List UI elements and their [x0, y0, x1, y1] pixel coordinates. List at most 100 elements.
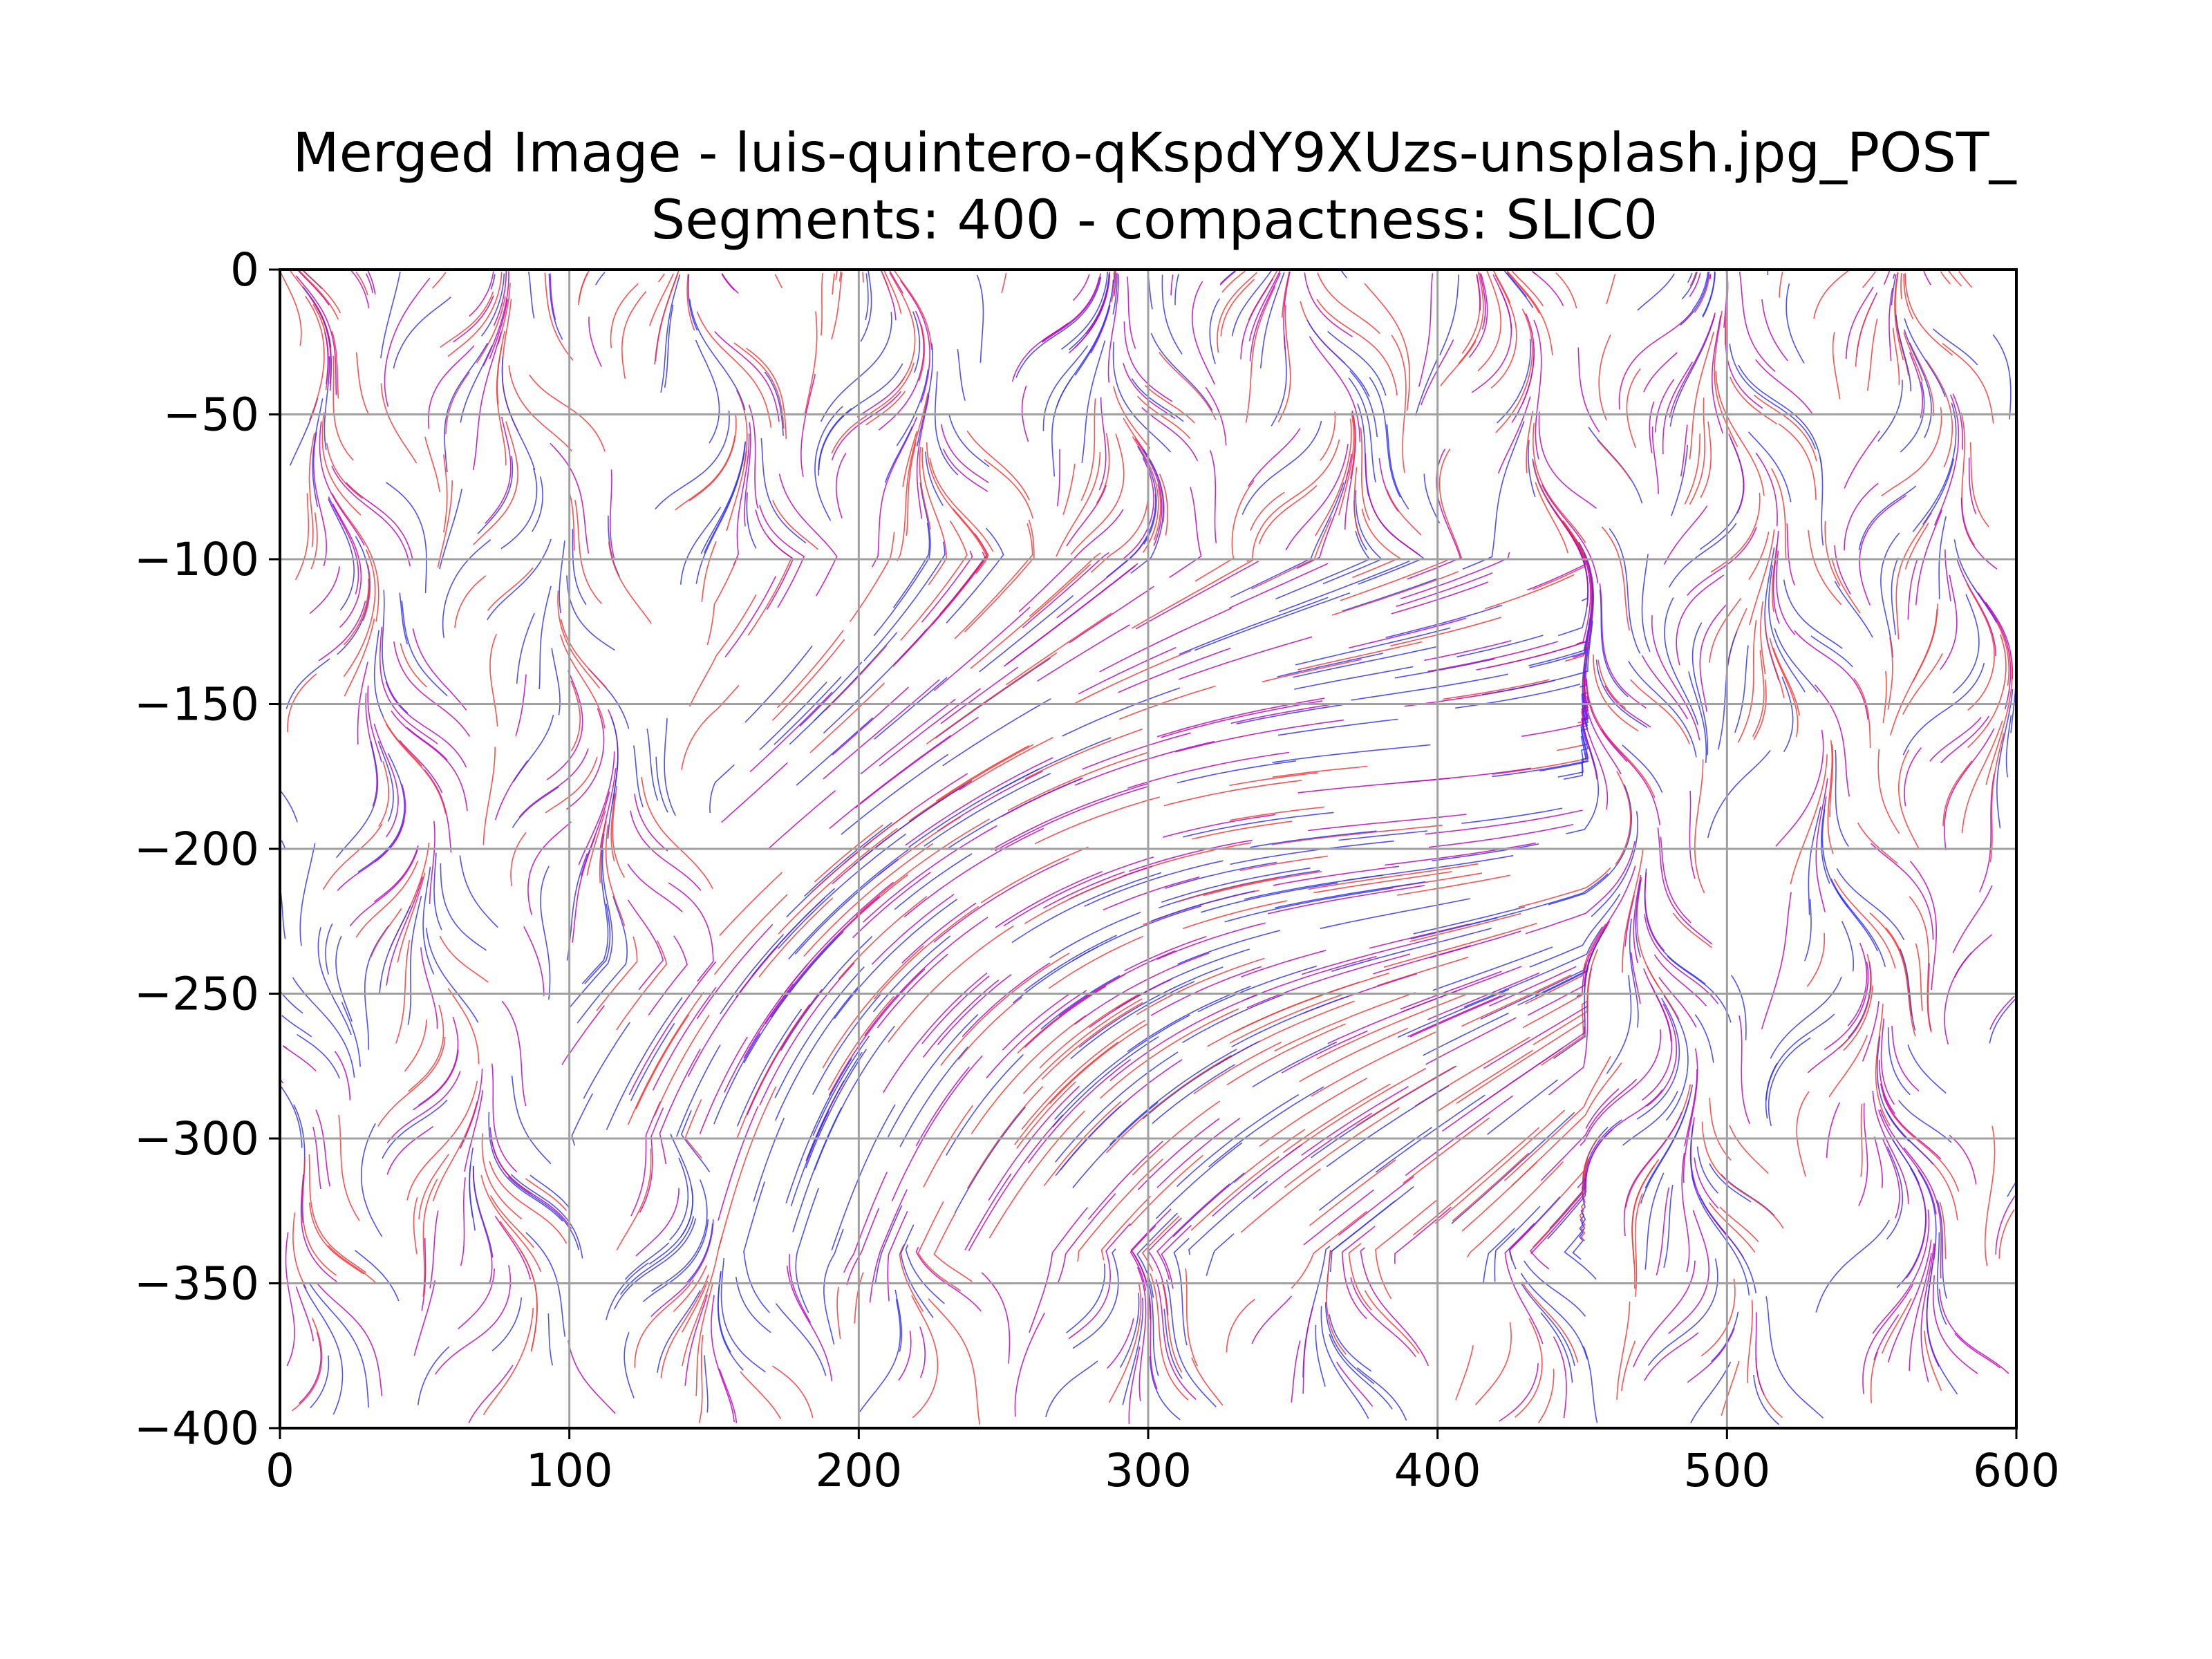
streamline-1150	[440, 863, 487, 951]
streamline-920	[627, 899, 664, 991]
streamline-785	[864, 917, 988, 1036]
streamline-207	[498, 283, 511, 345]
streamline-271	[1351, 673, 1508, 701]
streamline-705	[660, 1274, 709, 1378]
streamline-525	[635, 1014, 690, 1109]
streamline-290	[1378, 458, 1399, 512]
streamline-193	[335, 935, 353, 1022]
streamline-1152	[649, 273, 674, 326]
streamline-1157	[627, 863, 683, 912]
streamline-1384	[794, 859, 899, 955]
streamline-951	[1909, 342, 1934, 417]
streamline-542	[871, 416, 918, 568]
streamline-877	[651, 1179, 708, 1292]
streamline-1038	[988, 1110, 1085, 1239]
streamline-1057	[538, 585, 552, 690]
streamline-1191	[1080, 398, 1096, 501]
streamline-432	[641, 776, 713, 889]
streamline-526	[357, 753, 406, 873]
streamline-1212	[1234, 973, 1389, 1033]
streamline-1407	[1458, 271, 1484, 364]
streamline-87	[1100, 1008, 1239, 1099]
streamline-1190	[1641, 984, 1673, 1101]
streamline-485	[721, 273, 735, 291]
streamline-1006	[1106, 494, 1156, 579]
streamline-840	[1105, 1055, 1232, 1154]
streamline-1322	[1533, 319, 1542, 460]
streamline-1083	[1533, 1159, 1589, 1248]
streamline-1241	[1001, 778, 1082, 818]
streamline-930	[736, 1004, 811, 1138]
streamline-1268	[1644, 872, 1665, 952]
streamline-674	[921, 550, 973, 623]
streamline-799	[1061, 271, 1108, 350]
streamline-855	[911, 1295, 939, 1418]
streamline-148	[1529, 893, 1621, 968]
streamline-164	[550, 273, 556, 320]
streamline-1109	[1662, 362, 1694, 455]
streamline-1266	[1461, 974, 1572, 1027]
streamline-31	[872, 935, 951, 1013]
streamline-891	[1353, 467, 1362, 540]
streamline-1366	[1671, 444, 1689, 516]
streamline-856	[720, 934, 785, 1015]
streamline-1267	[1899, 948, 1916, 1031]
streamline-638	[755, 509, 794, 610]
streamline-414	[1440, 340, 1477, 386]
streamline-726	[655, 270, 679, 361]
streamline-1050	[302, 1156, 337, 1276]
streamline-1135	[818, 363, 903, 470]
streamline-1179	[888, 925, 1014, 1043]
streamline-137	[421, 1238, 427, 1311]
streamline-242	[714, 330, 780, 422]
streamline-662	[733, 433, 750, 566]
streamline-397	[1707, 750, 1771, 838]
streamline-1033	[433, 852, 442, 930]
streamline-301	[1208, 1086, 1324, 1168]
streamline-24	[431, 272, 447, 289]
streamline-548	[831, 391, 902, 460]
streamline-17	[1794, 630, 1869, 720]
streamline-415	[1694, 1014, 1714, 1063]
streamline-533	[1069, 585, 1154, 644]
streamline-869	[1580, 1029, 1662, 1146]
streamline-969	[688, 414, 737, 502]
streamline-316	[669, 1157, 689, 1241]
streamline-771	[957, 996, 1022, 1060]
streamline-195	[1159, 352, 1217, 420]
streamline-1104	[854, 1272, 864, 1324]
streamline-480	[758, 897, 834, 977]
streamline-895	[525, 1232, 566, 1337]
streamline-531	[1737, 619, 1757, 743]
streamline-213	[321, 412, 362, 516]
streamline-843	[696, 311, 772, 428]
streamline-1414	[680, 1109, 711, 1172]
streamline-830	[315, 1109, 330, 1187]
streamline-1495	[1461, 807, 1563, 824]
streamline-249	[1017, 973, 1126, 1053]
streamline-1420	[863, 541, 946, 662]
streamline-1328	[1880, 1083, 1942, 1160]
streamline-941	[1880, 1018, 1895, 1105]
streamline-1198	[709, 764, 735, 814]
streamline-1093	[852, 780, 973, 867]
streamline-623	[373, 845, 419, 903]
streamline-796	[1937, 1232, 1947, 1325]
streamline-437	[328, 496, 359, 594]
streamline-366	[855, 818, 990, 917]
streamline-1292	[578, 751, 615, 865]
streamline-1187	[366, 270, 376, 295]
streamline-908	[1576, 865, 1636, 997]
streamline-1153	[655, 410, 730, 509]
streamline-649	[1127, 985, 1251, 1053]
streamline-708	[559, 634, 606, 729]
streamline-1352	[1400, 552, 1510, 599]
streamline-391	[899, 1047, 968, 1147]
streamline-469	[633, 745, 644, 808]
streamline-369	[1508, 1165, 1586, 1262]
streamline-399	[1250, 491, 1285, 531]
streamline-773	[1082, 732, 1191, 770]
streamline-132	[831, 272, 843, 340]
streamline-1473	[1694, 759, 1705, 894]
streamline-323	[1212, 1144, 1302, 1217]
